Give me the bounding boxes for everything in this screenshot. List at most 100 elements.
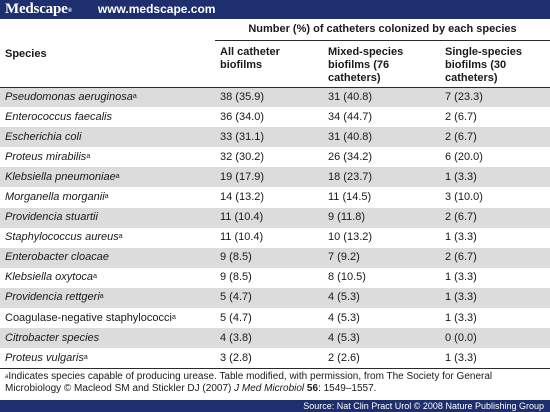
single-biofilms-cell: 2 (6.7) <box>440 247 550 268</box>
species-cell: Providencia stuartii <box>0 207 215 228</box>
species-cell: Escherichia coli <box>0 127 215 148</box>
mixed-biofilms-cell: 4 (5.3) <box>328 311 360 324</box>
urease-marker: a <box>118 233 123 241</box>
urease-marker: a <box>115 172 120 180</box>
footnote-marker: a <box>5 374 9 380</box>
medscape-logo[interactable]: Medscape® <box>0 0 72 19</box>
species-cell: Klebsiella oxytocaa <box>0 268 215 288</box>
all-biofilms-cell: 5 (4.7) <box>220 311 252 324</box>
species-table: Species Number (%) of catheters colonize… <box>0 19 550 369</box>
species-cell: Morganella morganiia <box>0 187 215 207</box>
single-biofilms-cell: 1 (3.3) <box>445 271 477 284</box>
all-biofilms-cell: 33 (31.1) <box>215 127 323 148</box>
source-credit: Source: Nat Clin Pract Urol © 2008 Natur… <box>303 401 544 411</box>
table-row: Proteus mirabilisa 32 (30.2) 26 (34.2) 6 (2… <box>0 147 550 167</box>
mixed-biofilms-cell: 18 (23.7) <box>323 167 440 188</box>
column-header-single: Single-species biofilms (30 catheters) <box>440 40 550 88</box>
single-biofilms-cell: 1 (3.3) <box>440 287 550 309</box>
all-biofilms-cell: 38 (35.9) <box>215 87 323 108</box>
urease-marker: a <box>93 273 97 281</box>
species-name: Klebsiella pneumoniae <box>5 170 116 183</box>
mixed-biofilms-cell: 31 (40.8) <box>323 127 440 148</box>
site-url[interactable]: www.medscape.com <box>97 2 216 16</box>
table-row: Escherichia coli 33 (31.1) 31 (40.8) 2 (6.7… <box>0 127 550 148</box>
table-row: Providencia rettgeria 5 (4.7) 4 (5.3) 1 (3.… <box>0 287 550 309</box>
table-body: Pseudomonas aeruginosaa 38 (35.9) 31 (40.8… <box>0 87 550 369</box>
species-cell: Providencia rettgeria <box>0 287 215 309</box>
footnote-volume: 56 <box>304 383 319 394</box>
single-biofilms-cell: 2 (6.7) <box>445 110 477 123</box>
urease-marker: a <box>104 193 109 201</box>
species-name: Citrobacter species <box>5 331 100 344</box>
all-biofilms-cell: 4 (3.8) <box>215 328 323 349</box>
single-biofilms-cell: 1 (3.3) <box>440 167 550 188</box>
table-footnote: aIndicates species capable of producing … <box>5 371 545 395</box>
table-row: Klebsiella oxytocaa 9 (8.5) 8 (10.5) 1 (3.3… <box>0 268 550 288</box>
table-row: Klebsiella pneumoniaea 19 (17.9) 18 (23.7)… <box>0 167 550 188</box>
table-row: Proteus vulgarisa 3 (2.8) 2 (2.6) 1 (3.3) <box>0 348 550 369</box>
mixed-biofilms-cell: 2 (2.6) <box>323 348 440 369</box>
all-biofilms-cell: 36 (34.0) <box>220 110 265 123</box>
species-name: Proteus vulgaris <box>5 351 84 364</box>
mixed-biofilms-cell: 26 (34.2) <box>328 150 373 163</box>
single-biofilms-cell: 3 (10.0) <box>445 191 483 204</box>
brand-name: Medscape <box>5 1 68 17</box>
mixed-biofilms-cell: 8 (10.5) <box>328 271 366 284</box>
species-column-header: Species <box>0 19 215 88</box>
group-column-header: Number (%) of catheters colonized by eac… <box>215 19 550 41</box>
all-biofilms-cell: 14 (13.2) <box>220 191 265 204</box>
table-row: Enterococcus faecalis 36 (34.0) 34 (44.7) 2… <box>0 107 550 127</box>
urease-marker: a <box>132 92 137 100</box>
species-name: Coagulase-negative staphylococci <box>5 311 172 324</box>
species-name: Escherichia coli <box>5 130 82 143</box>
species-cell: Staphylococcus aureusa <box>0 228 215 248</box>
table-row: Staphylococcus aureusa 11 (10.4) 10 (13.2)… <box>0 228 550 248</box>
species-cell: Coagulase-negative staphylococcia <box>0 308 215 328</box>
table-row: Enterobacter cloacae 9 (8.5) 7 (9.2) 2 (6.7… <box>0 247 550 268</box>
table-row: Morganella morganiia 14 (13.2) 11 (14.5) 3 … <box>0 187 550 207</box>
footnote-text: Indicates species capable of producing u… <box>5 371 493 394</box>
species-cell: Enterococcus faecalis <box>0 107 215 127</box>
species-cell: Enterobacter cloacae <box>0 247 215 268</box>
all-biofilms-cell: 19 (17.9) <box>215 167 323 188</box>
species-name: Proteus mirabilis <box>5 150 87 163</box>
table-row: Citrobacter species 4 (3.8) 4 (5.3) 0 (0.0) <box>0 328 550 349</box>
species-cell: Klebsiella pneumoniaea <box>0 167 215 188</box>
footnote-pages: : 1549–1557. <box>318 383 377 394</box>
species-cell: Proteus vulgarisa <box>0 348 215 369</box>
mixed-biofilms-cell: 4 (5.3) <box>323 287 440 309</box>
column-header-mixed: Mixed-species biofilms (76 catheters) <box>323 40 440 88</box>
all-biofilms-cell: 3 (2.8) <box>215 348 323 369</box>
species-name: Morganella morganii <box>5 191 105 204</box>
all-biofilms-cell: 5 (4.7) <box>215 287 323 309</box>
mixed-biofilms-cell: 7 (9.2) <box>323 247 440 268</box>
species-name: Pseudomonas aeruginosa <box>5 90 133 103</box>
species-cell: Citrobacter species <box>0 328 215 349</box>
header-banner: Medscape® www.medscape.com <box>0 0 550 19</box>
species-name: Staphylococcus aureus <box>5 231 119 244</box>
table-row: Coagulase-negative staphylococcia 5 (4.7)… <box>0 308 550 328</box>
single-biofilms-cell: 2 (6.7) <box>440 127 550 148</box>
mixed-biofilms-cell: 9 (11.8) <box>323 207 440 228</box>
single-biofilms-cell: 6 (20.0) <box>445 150 483 163</box>
registered-mark: ® <box>67 8 73 14</box>
all-biofilms-cell: 9 (8.5) <box>215 247 323 268</box>
species-name: Providencia rettgeri <box>5 291 100 304</box>
all-biofilms-cell: 32 (30.2) <box>220 150 265 163</box>
mixed-biofilms-cell: 34 (44.7) <box>328 110 373 123</box>
single-biofilms-cell: 1 (3.3) <box>445 311 477 324</box>
species-name: Enterobacter cloacae <box>5 251 109 264</box>
urease-marker: a <box>99 293 104 301</box>
species-table-container: Species Number (%) of catheters colonize… <box>0 19 550 369</box>
single-biofilms-cell: 0 (0.0) <box>440 328 550 349</box>
all-biofilms-cell: 9 (8.5) <box>220 271 252 284</box>
urease-marker: a <box>171 313 176 321</box>
mixed-biofilms-cell: 10 (13.2) <box>328 231 373 244</box>
table-row: Providencia stuartii 11 (10.4) 9 (11.8) 2 (… <box>0 207 550 228</box>
single-biofilms-cell: 1 (3.3) <box>445 231 477 244</box>
source-bar: Source: Nat Clin Pract Urol © 2008 Natur… <box>0 400 550 412</box>
species-cell: Pseudomonas aeruginosaa <box>0 87 215 108</box>
single-biofilms-cell: 7 (23.3) <box>440 87 550 108</box>
mixed-biofilms-cell: 4 (5.3) <box>323 328 440 349</box>
single-biofilms-cell: 2 (6.7) <box>440 207 550 228</box>
